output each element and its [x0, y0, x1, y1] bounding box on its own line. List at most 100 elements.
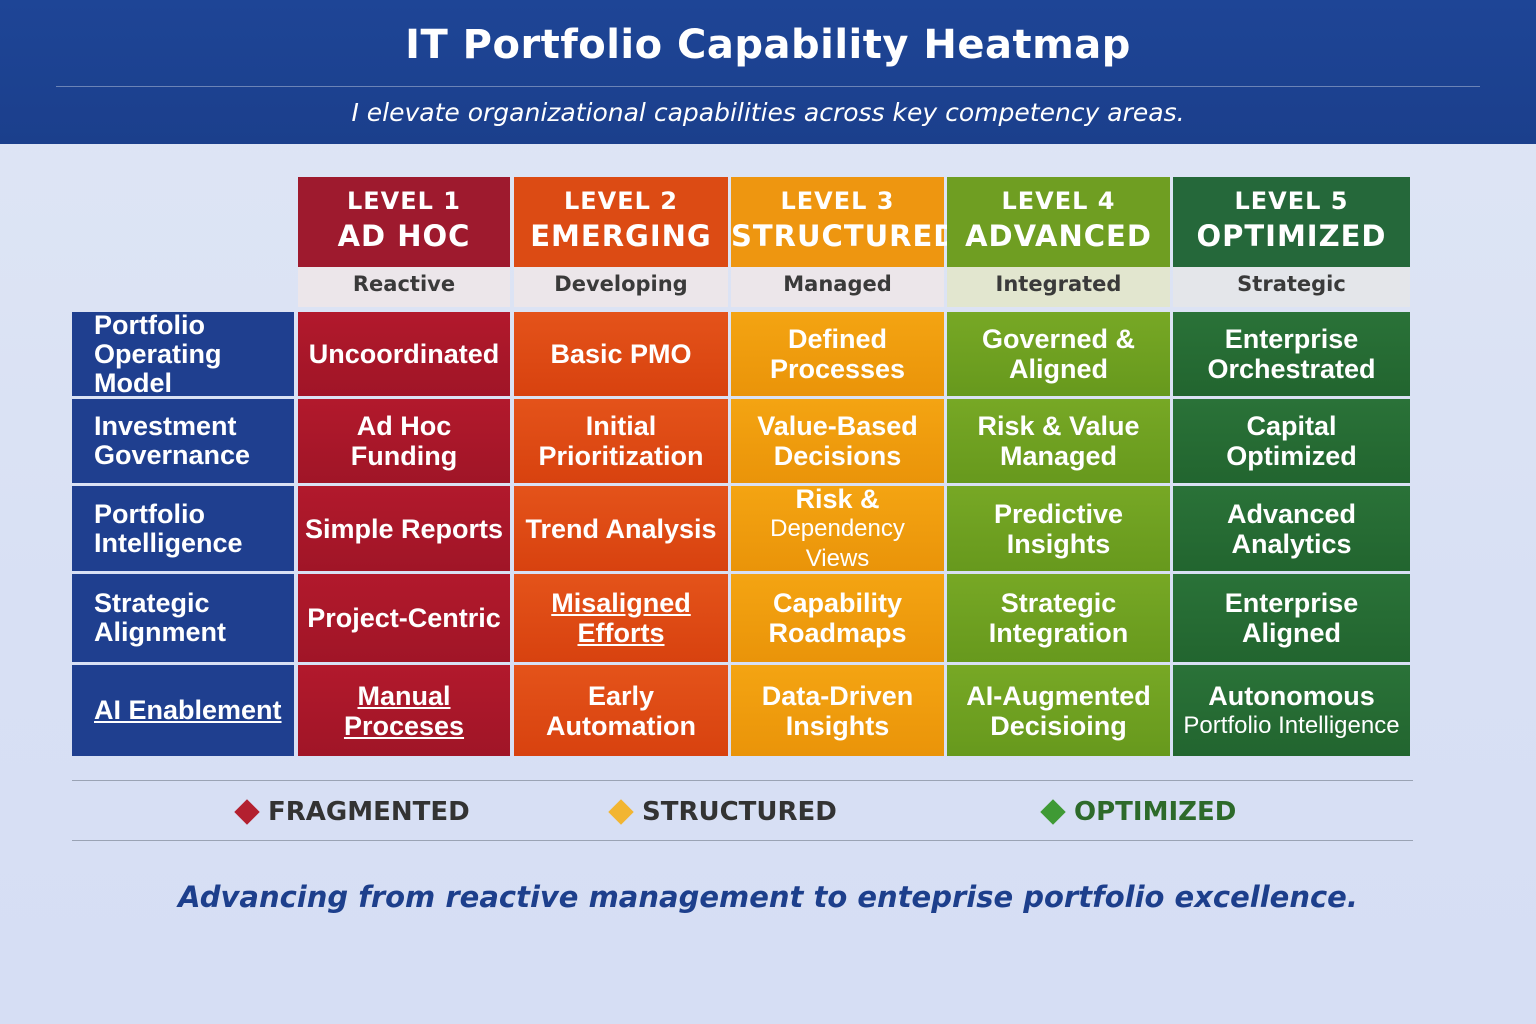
row-header-label: Operating Model — [94, 338, 222, 398]
diamond-icon — [1040, 799, 1066, 825]
heatmap-cell: Value-Based Decisions — [731, 399, 944, 483]
cell-label: Strategic — [1000, 588, 1117, 618]
level-descriptor-1: Reactive — [298, 267, 510, 307]
heatmap-cell: Risk & Value Managed — [947, 399, 1170, 483]
level-header-5: LEVEL 5 OPTIMIZED — [1173, 177, 1410, 267]
cell-label: Risk & — [795, 483, 880, 514]
footer-tagline: Advancing from reactive management to en… — [178, 880, 1358, 914]
level-descriptor-4: Integrated — [947, 267, 1170, 307]
heatmap-cell: Enterprise Orchestrated — [1173, 312, 1410, 396]
heatmap-cell: Enterprise Aligned — [1173, 574, 1410, 662]
heatmap-cell: Risk & Dependency Views — [731, 483, 944, 572]
row-header-label: Portfolio — [94, 498, 205, 529]
heatmap-cell: Governed & Aligned — [947, 312, 1170, 396]
heatmap-cell: Predictive Insights — [947, 486, 1170, 571]
banner-divider — [56, 86, 1480, 87]
legend-top-divider — [72, 780, 1413, 781]
level-header-4: LEVEL 4 ADVANCED — [947, 177, 1170, 267]
row-header-label: Portfolio — [94, 309, 205, 340]
cell-label: Roadmaps — [768, 618, 907, 648]
cell-label: Insights — [785, 710, 890, 741]
legend-bottom-divider — [72, 840, 1413, 841]
diamond-icon — [608, 799, 634, 825]
cell-label: Value-Based — [757, 411, 918, 441]
legend-item-fragmented: FRAGMENTED — [234, 796, 470, 828]
cell-label: Initial — [585, 411, 657, 441]
diamond-icon — [234, 799, 260, 825]
heatmap-cell: Initial Prioritization — [514, 399, 728, 483]
heatmap-cell: Ad Hoc Funding — [298, 399, 510, 483]
heatmap-cell: Capability Roadmaps — [731, 574, 944, 662]
row-header-3: Portfolio Intelligence — [72, 486, 294, 571]
heatmap-cell: Basic PMO — [514, 312, 728, 396]
heatmap-cell: Trend Analysis — [514, 486, 728, 571]
legend-label: OPTIMIZED — [1074, 797, 1237, 827]
cell-label: Advanced — [1226, 498, 1357, 529]
level-descriptor-2: Developing — [514, 267, 728, 307]
cell-label: Prioritization — [538, 441, 704, 471]
row-header-1: Portfolio Operating Model — [72, 309, 294, 398]
row-header-label: Governance — [94, 440, 251, 470]
level-name: OPTIMIZED — [1196, 219, 1387, 253]
cell-label: Portfolio Intelligence — [1183, 711, 1400, 739]
cell-label: Misaligned Efforts — [551, 588, 691, 648]
cell-label: Simple Reports — [304, 513, 504, 544]
level-number: LEVEL 4 — [1001, 187, 1116, 215]
cell-label: Capability — [772, 588, 903, 618]
row-header-4: Strategic Alignment — [72, 574, 294, 662]
row-header-label: AI Enablement — [94, 695, 282, 725]
cell-label: Capital — [1246, 411, 1337, 441]
heatmap-cell: Data-Driven Insights — [731, 665, 944, 756]
row-header-5: AI Enablement — [72, 665, 294, 756]
level-number: LEVEL 5 — [1234, 187, 1349, 215]
level-name: ADVANCED — [965, 219, 1152, 253]
title-banner: IT Portfolio Capability Heatmap I elevat… — [0, 0, 1536, 144]
page-subtitle: I elevate organizational capabilities ac… — [351, 98, 1185, 127]
heatmap-cell: Advanced Analytics — [1173, 486, 1410, 571]
cell-label: Insights — [1006, 528, 1111, 559]
cell-label: Manual Proceses — [343, 680, 465, 741]
level-name: STRUCTURED — [731, 219, 959, 253]
row-header-2: Investment Governance — [72, 399, 294, 483]
cell-label: AI-Augmented — [966, 680, 1151, 711]
row-header-label: Investment — [94, 411, 237, 441]
cell-label: Data-Driven — [761, 680, 914, 711]
legend-item-optimized: OPTIMIZED — [1040, 796, 1237, 828]
cell-label: Trend Analysis — [525, 513, 717, 544]
heatmap-cell: Project-Centric — [298, 574, 510, 662]
heatmap-cell: Autonomous Portfolio Intelligence — [1173, 665, 1410, 756]
level-descriptor-3: Managed — [731, 267, 944, 307]
cell-label: Managed — [999, 441, 1118, 471]
cell-label: Aligned — [1242, 618, 1341, 648]
cell-label: Autonomous — [1208, 680, 1375, 711]
level-number: LEVEL 3 — [780, 187, 895, 215]
page-title: IT Portfolio Capability Heatmap — [405, 22, 1131, 68]
level-header-2: LEVEL 2 EMERGING — [514, 177, 728, 267]
cell-label: Dependency Views — [770, 514, 905, 572]
cell-label: Ad Hoc Funding — [350, 411, 458, 471]
level-number: LEVEL 2 — [563, 187, 678, 215]
cell-label: Project-Centric — [307, 603, 501, 633]
heatmap-cell: Early Automation — [514, 665, 728, 756]
cell-label: Early Automation — [546, 680, 696, 741]
cell-label: Orchestrated — [1207, 354, 1376, 384]
cell-label: Processes — [769, 354, 906, 384]
cell-label: Decisioing — [990, 710, 1127, 741]
cell-label: Enterprise — [1224, 324, 1359, 354]
heatmap-cell: Strategic Integration — [947, 574, 1170, 662]
legend-item-structured: STRUCTURED — [608, 796, 837, 828]
legend-label: STRUCTURED — [642, 797, 837, 827]
legend-label: FRAGMENTED — [268, 797, 470, 827]
row-header-label: Strategic — [94, 588, 210, 618]
level-name: EMERGING — [530, 219, 712, 253]
cell-label: Integration — [988, 618, 1129, 648]
cell-label: Defined — [787, 324, 887, 354]
heatmap-cell: Misaligned Efforts — [514, 574, 728, 662]
heatmap-cell: Uncoordinated — [298, 312, 510, 396]
heatmap-cell: Simple Reports — [298, 486, 510, 571]
cell-label: Enterprise — [1224, 588, 1359, 618]
level-number: LEVEL 1 — [346, 187, 461, 215]
level-header-1: LEVEL 1 AD HOC — [298, 177, 510, 267]
heatmap-cell: AI-Augmented Decisioing — [947, 665, 1170, 756]
cell-label: Decisions — [773, 441, 902, 471]
